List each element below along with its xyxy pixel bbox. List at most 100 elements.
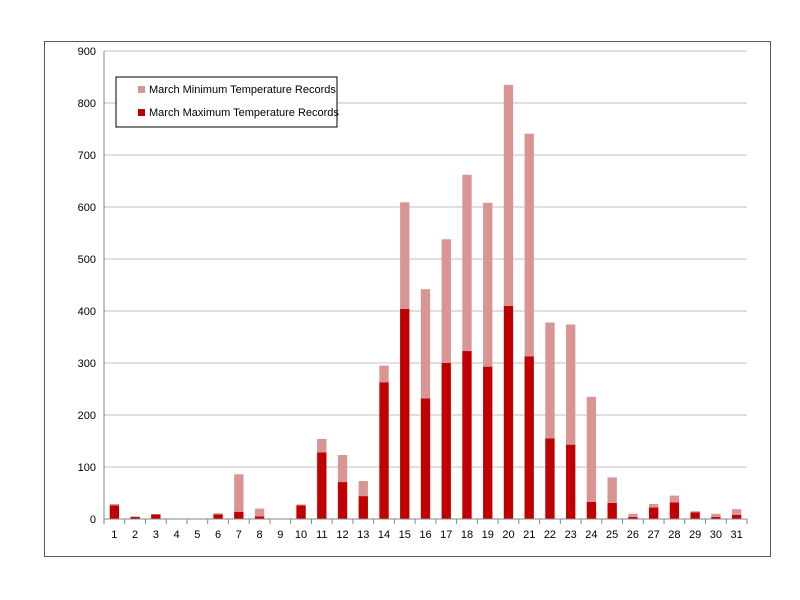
bar-min-record-day-12 [337, 455, 348, 483]
bar-min-record-day-27 [648, 503, 659, 508]
y-tick-label: 400 [78, 306, 96, 318]
legend-label: March Maximum Temperature Records [149, 107, 339, 119]
bar-max-record-day-13 [358, 496, 368, 519]
bar-min-record-day-18 [462, 174, 472, 352]
bar-min-record-day-1 [109, 503, 120, 506]
legend: March Minimum Temperature Records March M… [115, 76, 339, 128]
x-tick-label: 12 [336, 529, 348, 541]
x-tick-label: 3 [153, 529, 159, 541]
bar-min-record-day-2 [130, 516, 140, 517]
y-tick-label: 900 [78, 46, 96, 58]
y-tick-label: 200 [78, 410, 96, 422]
bar-max-record-day-30 [711, 516, 721, 519]
bar-max-record-day-20 [503, 305, 514, 519]
x-tick-label: 22 [544, 529, 556, 541]
x-tick-label: 9 [277, 529, 283, 541]
x-tick-label: 18 [461, 529, 473, 541]
y-tick-label: 500 [78, 254, 96, 266]
bar-max-record-day-24 [586, 501, 597, 519]
bar-max-record-day-3 [151, 514, 161, 519]
x-tick-label: 21 [523, 529, 535, 541]
x-tick-label: 14 [378, 529, 390, 541]
gridlines [104, 50, 747, 468]
bar-min-record-day-30 [711, 513, 721, 517]
x-tick-label: 8 [257, 529, 263, 541]
x-tick-label: 25 [606, 529, 618, 541]
x-tick-label: 24 [585, 529, 597, 541]
bar-min-record-day-10 [296, 504, 306, 506]
bar-min-record-day-21 [524, 133, 534, 357]
x-tick-label: 1 [111, 529, 117, 541]
bar-max-record-day-28 [669, 502, 680, 519]
bar-min-record-day-17 [441, 239, 451, 363]
x-tick-label: 30 [710, 529, 722, 541]
bar-min-record-day-7 [234, 474, 244, 512]
chart-frame: 0 100 200 300 400 500 600 700 800 900 1 2 3 4 5 6 7 8 9 10 1… [44, 41, 771, 557]
bar-min-record-day-20 [503, 84, 514, 306]
bar-max-record-day-17 [441, 363, 451, 519]
x-tick-label: 15 [399, 529, 411, 541]
bar-max-record-day-11 [317, 452, 327, 519]
bar-min-record-day-13 [358, 481, 368, 497]
y-tick-label: 800 [78, 98, 96, 110]
x-tick-label: 6 [215, 529, 221, 541]
x-tick-label: 17 [440, 529, 452, 541]
y-tick-label: 0 [90, 514, 96, 526]
bar-min-record-day-25 [607, 477, 617, 503]
x-tick-label: 13 [357, 529, 369, 541]
bar-min-record-day-31 [731, 509, 742, 515]
y-tick-label: 700 [78, 150, 96, 162]
legend-swatch [138, 86, 145, 93]
bar-max-record-day-10 [296, 505, 306, 519]
bar-max-record-day-29 [690, 512, 700, 519]
x-tick-label: 27 [648, 529, 660, 541]
bar-max-record-day-1 [109, 505, 120, 519]
bar-max-record-day-25 [607, 502, 617, 519]
x-tick-label: 28 [668, 529, 680, 541]
legend-swatch [138, 109, 145, 116]
x-tick-label: 7 [236, 529, 242, 541]
legend-label: March Minimum Temperature Records [149, 84, 336, 96]
y-tick-label: 600 [78, 202, 96, 214]
bar-max-record-day-7 [234, 511, 244, 519]
bar-max-record-day-14 [379, 382, 389, 519]
bar-max-record-day-18 [462, 351, 472, 519]
x-tick-label: 23 [565, 529, 577, 541]
bar-max-record-day-8 [254, 516, 265, 519]
bar-min-record-day-22 [545, 322, 555, 439]
bar-max-record-day-12 [337, 482, 348, 519]
x-tick-label: 20 [502, 529, 514, 541]
bar-max-record-day-27 [648, 507, 659, 519]
y-tick-label: 100 [78, 462, 96, 474]
bar-max-record-day-19 [483, 366, 493, 519]
x-tick-label: 26 [627, 529, 639, 541]
bar-min-record-day-26 [628, 513, 638, 517]
bar-min-record-day-19 [483, 202, 493, 367]
bar-min-record-day-23 [566, 324, 576, 445]
bar-max-record-day-26 [628, 516, 638, 519]
bar-min-record-day-24 [586, 396, 597, 502]
x-tick-label: 29 [689, 529, 701, 541]
bar-max-record-day-15 [400, 308, 410, 519]
bars [109, 84, 742, 519]
bar-min-record-day-14 [379, 365, 389, 383]
bar-min-record-day-28 [669, 495, 680, 503]
bar-min-record-day-8 [254, 508, 265, 517]
x-tick-label: 31 [731, 529, 743, 541]
bar-min-record-day-6 [213, 513, 223, 515]
bar-max-record-day-21 [524, 356, 534, 519]
bar-max-record-day-23 [566, 444, 576, 519]
x-tick-label: 10 [295, 529, 307, 541]
y-tick-label: 300 [78, 358, 96, 370]
x-tick-label: 4 [174, 529, 180, 541]
bar-min-record-day-11 [317, 438, 327, 453]
bar-max-record-day-6 [213, 514, 223, 519]
bar-min-record-day-16 [420, 289, 431, 399]
bar-max-record-day-16 [420, 398, 431, 519]
x-tick-label: 11 [316, 529, 327, 541]
x-tick-label: 19 [482, 529, 494, 541]
x-tick-label: 16 [419, 529, 431, 541]
legend-box [115, 76, 338, 128]
